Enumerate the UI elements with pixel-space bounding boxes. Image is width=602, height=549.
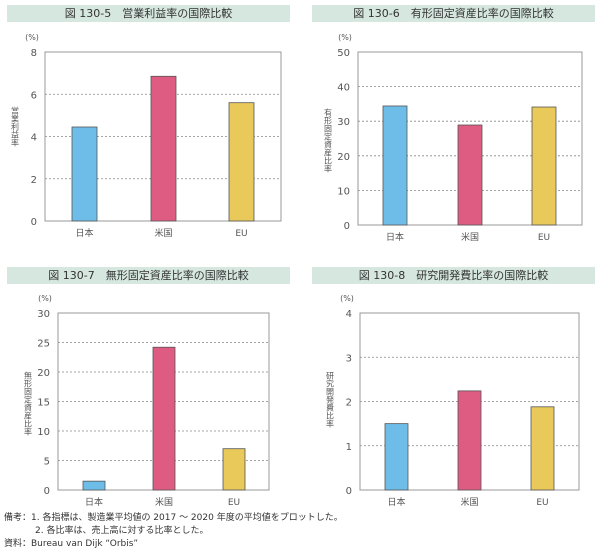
chart-title-130-6: 図 130-6 有形固定資産比率の国際比較: [312, 5, 595, 22]
y-axis-label: 無形固定資産比率: [24, 371, 33, 437]
y-tick-label: 30: [337, 117, 350, 128]
unit-label: (%): [338, 33, 352, 42]
unit-label: (%): [25, 33, 39, 42]
chart-title-130-7: 図 130-7 無形固定資産比率の国際比較: [7, 267, 290, 284]
unit-label: (%): [340, 294, 354, 303]
chart-title-130-8: 図 130-8 研究開発費比率の国際比較: [312, 267, 595, 284]
source-note: 資料：Bureau van Dijk “Orbis”: [4, 539, 139, 549]
unit-label: (%): [38, 294, 52, 303]
y-tick-label: 2: [346, 398, 352, 409]
x-tick-label: 日本: [387, 496, 405, 508]
y-tick-label: 5: [44, 457, 50, 468]
bar-EU: [228, 102, 255, 222]
bar-日本: [71, 126, 98, 222]
y-tick-label: 30: [37, 309, 50, 320]
bar-EU: [222, 448, 246, 491]
y-tick-label: 25: [37, 339, 50, 350]
bar-米国: [150, 75, 177, 222]
y-tick-label: 6: [31, 90, 37, 101]
y-tick-label: 10: [37, 427, 50, 438]
y-tick-label: 15: [37, 398, 50, 409]
x-tick-label: EU: [228, 498, 240, 508]
y-tick-label: 20: [37, 368, 50, 379]
x-tick-label: 米国: [460, 496, 478, 508]
y-tick-label: 1: [346, 442, 352, 453]
y-tick-label: 0: [346, 486, 352, 497]
note-line-1: 備考：1. 各指標は、製造業平均値の 2017 ～ 2020 年度の平均値をプロ…: [4, 513, 343, 523]
bar-日本: [382, 105, 408, 226]
y-axis-label: 有形固定資産比率: [324, 108, 333, 174]
bar-米国: [457, 124, 483, 226]
bar-米国: [152, 346, 176, 491]
x-tick-label: EU: [235, 229, 247, 239]
x-tick-label: 日本: [75, 227, 93, 239]
y-tick-label: 20: [337, 152, 350, 163]
x-tick-label: 日本: [386, 231, 404, 243]
x-tick-label: 米国: [461, 231, 479, 243]
y-axis-label: 研究開発費比率: [326, 372, 335, 429]
y-tick-label: 0: [44, 486, 50, 497]
y-tick-label: 3: [346, 353, 352, 364]
y-tick-label: 4: [346, 309, 352, 320]
bar-日本: [82, 480, 106, 491]
chart-title-130-5: 図 130-5 営業利益率の国際比較: [7, 5, 290, 22]
x-tick-label: EU: [536, 498, 548, 508]
x-tick-label: 米国: [155, 496, 173, 508]
y-tick-label: 2: [31, 175, 37, 186]
bar-EU: [530, 406, 555, 491]
bar-米国: [457, 390, 482, 491]
y-tick-label: 40: [337, 83, 350, 94]
y-tick-label: 0: [31, 217, 37, 228]
y-axis-label: 営業利益率: [11, 106, 20, 148]
y-tick-label: 8: [31, 48, 37, 59]
bar-EU: [531, 106, 557, 226]
y-tick-label: 50: [337, 48, 350, 59]
bar-日本: [384, 423, 409, 491]
y-tick-label: 0: [344, 221, 350, 232]
x-tick-label: 日本: [85, 496, 103, 508]
y-tick-label: 4: [31, 133, 37, 144]
x-tick-label: EU: [538, 233, 550, 243]
note-line-2: 2. 各比率は、売上高に対する比率とした。: [35, 526, 209, 536]
y-tick-label: 10: [337, 186, 350, 197]
x-tick-label: 米国: [154, 227, 172, 239]
